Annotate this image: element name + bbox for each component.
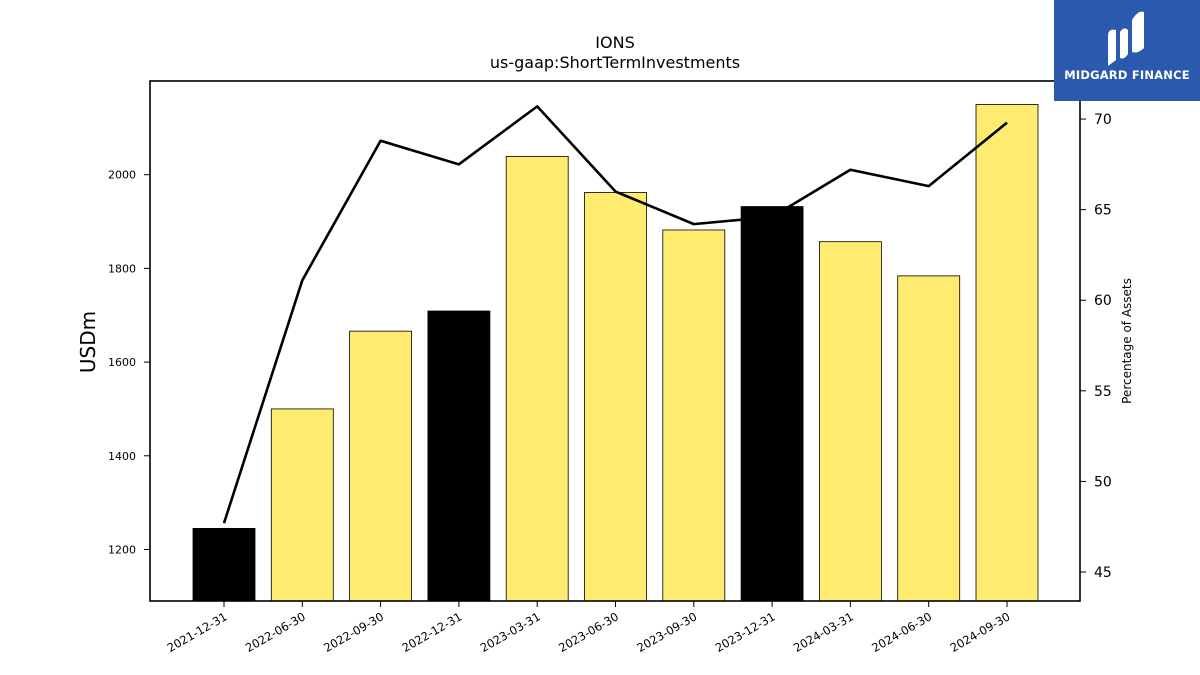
x-tick-label: 2022-06-30	[243, 609, 308, 655]
x-tick-label: 2022-09-30	[321, 609, 386, 655]
bar	[270, 408, 334, 602]
y-tick-label: 1400	[108, 450, 136, 463]
y-tick-label: 1200	[108, 543, 136, 556]
logo-text: MIDGARD FINANCE	[1064, 68, 1190, 82]
x-tick-label: 2023-06-30	[556, 609, 621, 655]
y-axis-right: 45 50 55 60 65 70	[1080, 112, 1112, 581]
y-tick-label: 1600	[108, 356, 136, 369]
y2-tick-label: 50	[1094, 474, 1112, 490]
y2-tick-label: 65	[1094, 203, 1112, 219]
y-tick-label: 1800	[108, 262, 136, 275]
bar	[662, 229, 726, 602]
chart-title: IONS	[595, 33, 634, 52]
x-axis: 2021-12-31 2022-06-30 2022-09-30 2022-12-31…	[165, 601, 1013, 655]
y2-tick-label: 60	[1094, 293, 1112, 309]
bar	[505, 156, 569, 602]
bar	[975, 104, 1039, 602]
x-tick-label: 2024-09-30	[948, 609, 1013, 655]
x-tick-label: 2022-12-31	[400, 609, 465, 655]
bar	[349, 330, 413, 602]
brand-logo: MIDGARD FINANCE	[1054, 0, 1200, 101]
y2-tick-label: 55	[1094, 384, 1112, 400]
bar	[819, 241, 882, 602]
x-tick-label: 2023-09-30	[634, 609, 699, 655]
logo-mark-icon	[1108, 11, 1144, 67]
chart-subtitle: us-gaap:ShortTermInvestments	[490, 53, 740, 72]
bar	[427, 310, 491, 602]
y-tick-label: 2000	[108, 169, 136, 182]
bar	[897, 275, 961, 602]
x-tick-label: 2024-06-30	[869, 609, 934, 655]
y2-tick-label: 45	[1094, 565, 1112, 581]
y-axis-label: USDm	[76, 311, 100, 373]
x-tick-label: 2021-12-31	[165, 609, 230, 655]
y-axis-left: 1200 1400 1600 1800 2000	[108, 169, 150, 556]
bar	[192, 527, 256, 602]
bar-group	[192, 104, 1039, 602]
x-tick-label: 2024-03-31	[791, 609, 856, 655]
line-group	[222, 105, 1008, 524]
y2-tick-label: 70	[1094, 112, 1112, 128]
x-tick-label: 2023-12-31	[713, 609, 778, 655]
bar	[584, 192, 647, 602]
y2-axis-label: Percentage of Assets	[1120, 278, 1134, 404]
bar	[740, 206, 804, 602]
x-tick-label: 2023-03-31	[478, 609, 543, 655]
